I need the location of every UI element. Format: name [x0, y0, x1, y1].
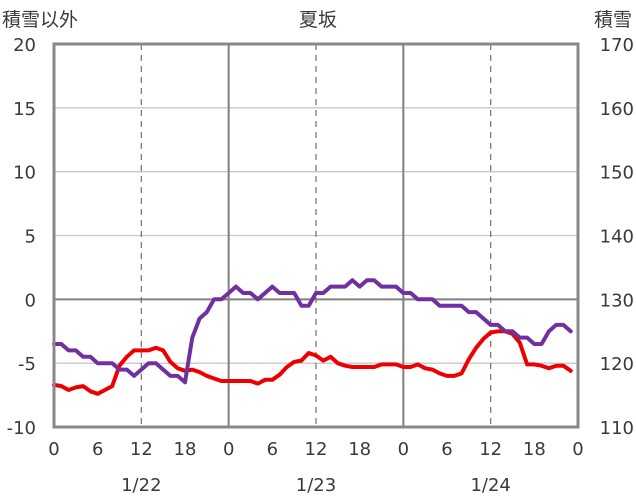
y-tick-label-right: 140 — [600, 227, 634, 248]
x-tick-label: 12 — [305, 439, 328, 460]
x-tick-label: 6 — [441, 439, 452, 460]
y-tick-label-right: 150 — [600, 163, 634, 184]
y-tick-label-left: -5 — [18, 354, 36, 375]
x-tick-label: 0 — [48, 439, 59, 460]
date-label: 1/22 — [121, 475, 161, 496]
y-tick-label-left: 0 — [25, 290, 36, 311]
series-layer — [52, 278, 573, 396]
x-tick-label: 0 — [223, 439, 234, 460]
right-axis-label: 積雪 — [594, 9, 632, 31]
x-tick-label: 12 — [479, 439, 502, 460]
x-tick-label: 0 — [572, 439, 583, 460]
series-line-1 — [52, 329, 573, 396]
y-tick-label-right: 160 — [600, 99, 634, 120]
y-tick-label-right: 130 — [600, 290, 634, 311]
y-tick-label-left: 10 — [13, 163, 36, 184]
date-label: 1/24 — [470, 475, 510, 496]
y-tick-label-left: 20 — [13, 35, 36, 56]
x-tick-label: 0 — [398, 439, 409, 460]
x-tick-label: 6 — [267, 439, 278, 460]
y-tick-label-right: 170 — [600, 35, 634, 56]
y-tick-label-left: 5 — [25, 227, 36, 248]
left-axis-label: 積雪以外 — [2, 9, 78, 31]
y-tick-label-right: 110 — [600, 418, 634, 439]
grid — [54, 44, 578, 427]
x-tick-label: 18 — [174, 439, 197, 460]
chart-title: 夏坂 — [299, 9, 337, 31]
x-tick-label: 18 — [523, 439, 546, 460]
date-label: 1/23 — [296, 475, 336, 496]
y-tick-label-left: -10 — [7, 418, 36, 439]
y-tick-label-left: 15 — [13, 99, 36, 120]
x-tick-label: 18 — [348, 439, 371, 460]
y-tick-label-right: 120 — [600, 354, 634, 375]
x-tick-label: 12 — [130, 439, 153, 460]
series-line-2 — [52, 278, 573, 385]
x-tick-label: 6 — [92, 439, 103, 460]
plot-frame — [52, 42, 580, 429]
